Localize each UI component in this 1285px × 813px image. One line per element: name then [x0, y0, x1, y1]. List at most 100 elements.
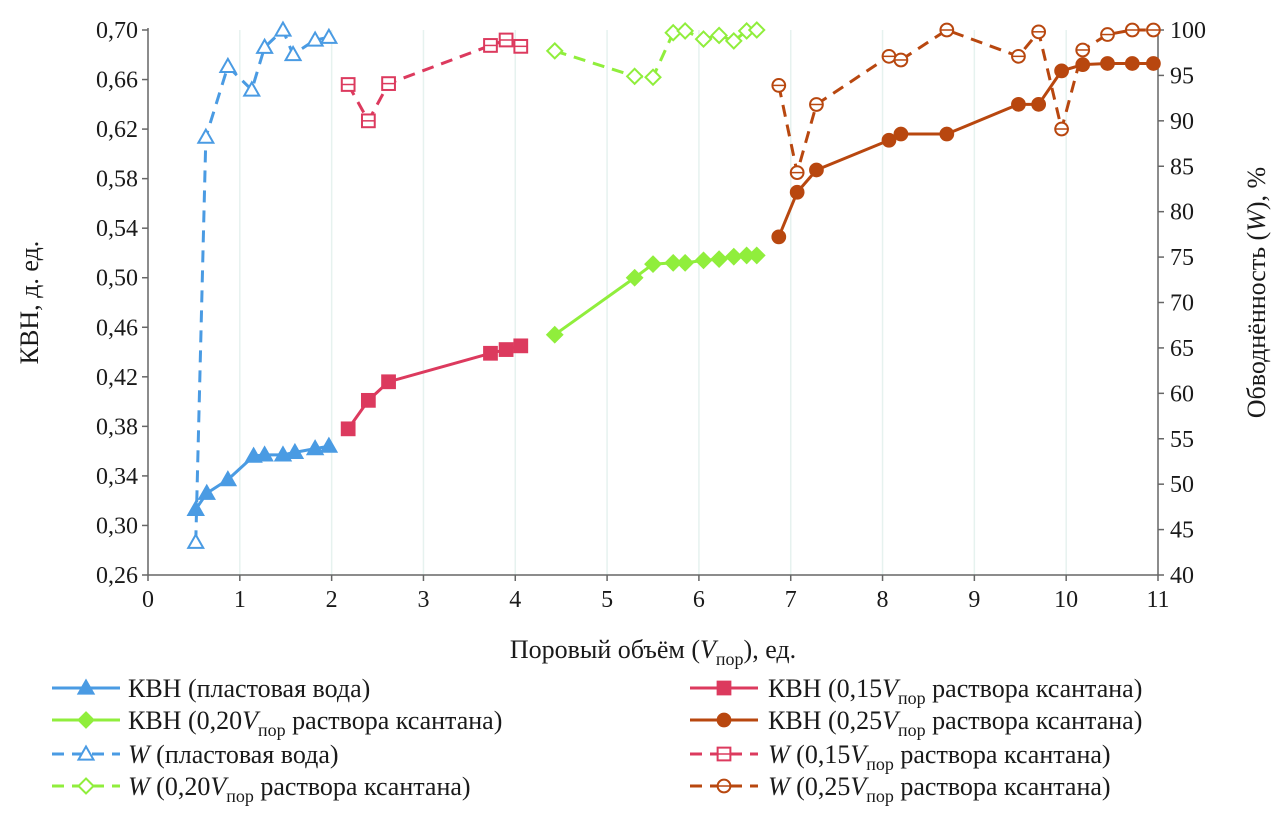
- legend-marker: [77, 777, 95, 795]
- legend-label: W (пластовая вода): [128, 740, 339, 769]
- legend-italic: V: [210, 772, 229, 801]
- legend-marker: [77, 711, 95, 729]
- legend-italic: V: [850, 772, 869, 801]
- legend-subscript: пор: [866, 754, 894, 774]
- legend-text-part: раствора ксантана): [926, 674, 1143, 703]
- legend-text-part: КВН (0,15: [768, 674, 882, 703]
- legend-text-part: КВН (пластовая вода): [128, 674, 370, 703]
- x-tick-label: 9: [968, 587, 980, 613]
- y-right-tick-label: 45: [1170, 518, 1194, 544]
- legend-text-part: (0,15: [790, 740, 851, 769]
- series-line: [554, 28, 757, 79]
- data-point: [625, 67, 644, 86]
- axis-titles: КВН, д. ед. Обводнённость (W), % Поровый о…: [15, 167, 1271, 669]
- data-point: [255, 37, 274, 54]
- y-right-tick-label: 85: [1170, 154, 1194, 180]
- series-0: [186, 436, 339, 516]
- data-point: [694, 30, 713, 48]
- series-2: [545, 246, 766, 344]
- legend-text-part: (0,25: [790, 772, 851, 801]
- data-point: [545, 41, 564, 60]
- y-left-tick-label: 0,58: [96, 167, 138, 193]
- series-line: [777, 28, 1154, 175]
- data-point: [676, 253, 695, 272]
- data-point: [644, 255, 662, 274]
- legend-subscript: пор: [866, 786, 894, 806]
- legend-italic: V: [882, 706, 901, 735]
- x-tick-label: 10: [1054, 587, 1078, 613]
- x-title-part: ), ед.: [744, 635, 797, 664]
- legend-entry-1: КВН (0,15Vпор раствора ксантана): [690, 674, 1142, 708]
- y-right-title-part: ), %: [1242, 167, 1271, 210]
- data-point: [340, 421, 356, 437]
- legend-text-part: раствора ксантана): [286, 706, 503, 735]
- y-left-tick-label: 0,26: [96, 563, 138, 589]
- y-right-tick-label: 75: [1170, 245, 1194, 271]
- legend-marker: [716, 712, 732, 728]
- legend-italic: V: [242, 706, 261, 735]
- x-tick-label: 11: [1146, 587, 1169, 613]
- legend-text-part: (пластовая вода): [150, 740, 339, 769]
- y-right-tick-label: 70: [1170, 291, 1194, 317]
- series-line: [194, 28, 330, 543]
- data-point: [218, 470, 238, 487]
- data-point: [710, 250, 729, 269]
- legend-label: КВН (пластовая вода): [128, 674, 370, 703]
- data-point: [186, 532, 205, 549]
- y-right-axis-title: Обводнённость (W), %: [1242, 167, 1271, 418]
- data-point: [724, 31, 743, 50]
- legend-label: W (0,20Vпор раствора ксантана): [128, 772, 471, 806]
- legend: КВН (пластовая вода) КВН (0,15Vпор раство…: [52, 674, 1142, 806]
- legend-marker: [716, 680, 732, 696]
- legend-italic: V: [882, 674, 901, 703]
- data-point: [197, 483, 216, 500]
- data-point: [939, 126, 955, 142]
- x-title-part: Поровый объём (: [510, 635, 700, 664]
- data-point: [1011, 96, 1026, 112]
- axes: [142, 28, 1164, 581]
- x-tick-label: 0: [142, 587, 154, 613]
- y-left-tick-label: 0,34: [96, 464, 138, 490]
- series-7: [771, 22, 1161, 180]
- x-tick-label: 7: [785, 587, 797, 613]
- legend-subscript: пор: [898, 720, 926, 740]
- x-tick-label: 1: [234, 587, 246, 613]
- data-point: [747, 246, 766, 265]
- legend-marker: [76, 744, 96, 761]
- data-point: [625, 268, 644, 287]
- data-point: [809, 162, 824, 178]
- data-point: [273, 20, 293, 37]
- legend-marker: [76, 678, 96, 695]
- legend-text-part: КВН (0,20: [128, 706, 242, 735]
- x-tick-label: 2: [326, 587, 338, 613]
- legend-subscript: пор: [898, 688, 926, 708]
- data-point: [676, 21, 695, 40]
- legend-text-part: раствора ксантана): [894, 772, 1111, 801]
- data-point: [218, 56, 238, 73]
- legend-label: W (0,15Vпор раствора ксантана): [768, 740, 1111, 774]
- data-point: [1146, 56, 1161, 71]
- x-title-subscript: пор: [716, 649, 744, 669]
- data-point: [644, 68, 662, 87]
- gridlines: [239, 30, 1067, 575]
- data-point: [483, 345, 498, 361]
- y-left-axis-title: КВН, д. ед.: [15, 241, 44, 365]
- data-point: [1075, 57, 1091, 73]
- y-right-tick-label: 40: [1170, 563, 1194, 589]
- data-point: [242, 80, 261, 97]
- data-point: [771, 229, 787, 245]
- y-right-tick-label: 90: [1170, 109, 1194, 135]
- legend-italic: W: [768, 772, 792, 801]
- legend-text-part: КВН (0,25: [768, 706, 882, 735]
- series-6: [545, 21, 766, 87]
- legend-italic: V: [850, 740, 869, 769]
- x-tick-label: 8: [877, 587, 889, 613]
- y-right-tick-label: 95: [1170, 63, 1194, 89]
- legend-text-part: (0,20: [150, 772, 211, 801]
- data-point: [881, 132, 897, 148]
- tick-labels: 0 1 2 3 4 5 6 7 8 9 10 110,260,300,340,380,420,460,…: [96, 18, 1206, 613]
- legend-text-part: раствора ксантана): [926, 706, 1143, 735]
- y-right-tick-label: 100: [1170, 18, 1206, 44]
- data-point: [789, 184, 805, 200]
- data-point: [319, 27, 339, 44]
